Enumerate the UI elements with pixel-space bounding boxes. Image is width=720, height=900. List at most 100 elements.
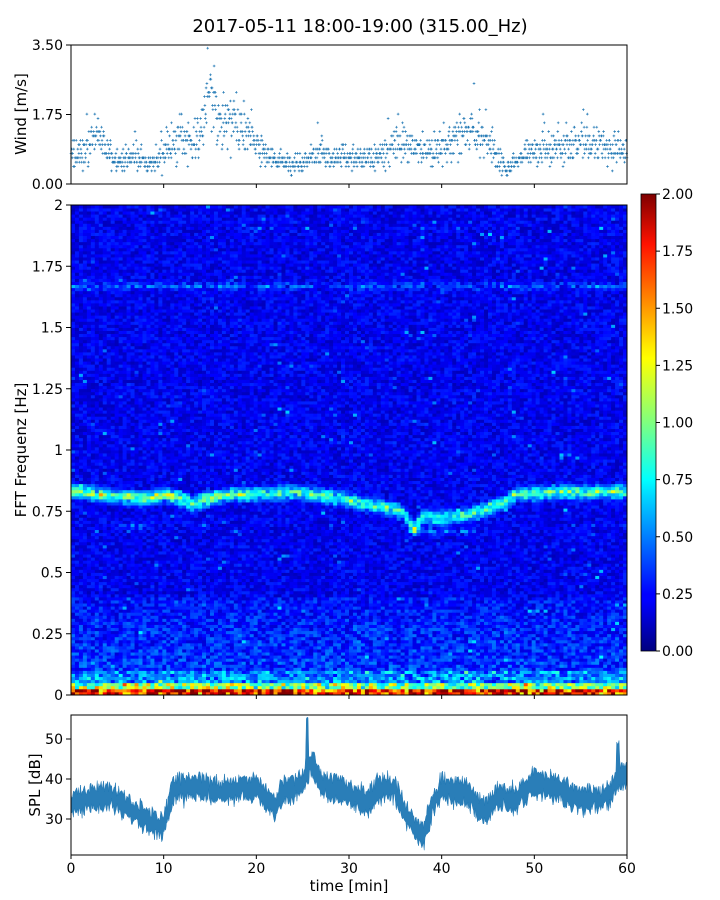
spectrogram-cell bbox=[146, 612, 150, 615]
spectrogram-cell bbox=[91, 674, 95, 677]
spectrogram-cell bbox=[119, 536, 123, 539]
spectrogram-cell bbox=[142, 340, 146, 343]
spectrogram-cell bbox=[119, 468, 123, 471]
spectrogram-cell bbox=[186, 367, 190, 370]
spectrogram-cell bbox=[99, 514, 103, 517]
spectrogram-cell bbox=[135, 588, 139, 591]
spectrogram-cell bbox=[154, 462, 158, 465]
spectrogram-cell bbox=[139, 214, 143, 217]
spectrogram-cell bbox=[107, 291, 111, 294]
spectrogram-cell bbox=[91, 514, 95, 517]
spectrogram-cell bbox=[142, 471, 146, 474]
spectrogram-cell bbox=[186, 282, 190, 285]
spectrogram-cell bbox=[142, 251, 146, 254]
spectrogram-cell bbox=[99, 337, 103, 340]
spectrogram-cell bbox=[127, 545, 131, 548]
spectrogram-cell bbox=[95, 300, 99, 303]
spectrogram-cell bbox=[79, 545, 83, 548]
spectrogram-cell bbox=[150, 282, 154, 285]
spectrogram-cell bbox=[95, 588, 99, 591]
spectrogram-cell bbox=[87, 560, 91, 563]
spectrogram-cell bbox=[158, 435, 162, 438]
spectrogram-cell bbox=[158, 468, 162, 471]
spectrogram-cell bbox=[123, 471, 127, 474]
spectrogram-cell bbox=[142, 591, 146, 594]
spectrogram-cell bbox=[142, 505, 146, 508]
spectrogram-cell bbox=[127, 459, 131, 462]
spectrogram-cell bbox=[174, 615, 178, 618]
spectrogram-cell bbox=[182, 612, 186, 615]
spectrogram-cell bbox=[166, 597, 170, 600]
spectrogram-cell bbox=[139, 487, 143, 490]
spectrogram-cell bbox=[139, 233, 143, 236]
spectrogram-cell bbox=[115, 683, 119, 686]
spectrogram-cell bbox=[95, 254, 99, 257]
spectrogram-cell bbox=[131, 312, 135, 315]
spectrogram-cell bbox=[178, 569, 182, 572]
spectrogram-cell bbox=[174, 380, 178, 383]
spectrogram-cell bbox=[139, 606, 143, 609]
spectrogram-cell bbox=[135, 416, 139, 419]
spectrogram-cell bbox=[87, 208, 91, 211]
spectrogram-cell bbox=[103, 321, 107, 324]
spectrogram-cell bbox=[111, 426, 115, 429]
spectrogram-cell bbox=[71, 539, 75, 542]
spectrogram-cell bbox=[131, 236, 135, 239]
spectrogram-cell bbox=[107, 524, 111, 527]
spectrogram-cell bbox=[95, 487, 99, 490]
spectrogram-cell bbox=[83, 514, 87, 517]
spectrogram-cell bbox=[123, 419, 127, 422]
spectrogram-cell bbox=[119, 251, 123, 254]
spectrogram-cell bbox=[91, 600, 95, 603]
spectrogram-cell bbox=[154, 591, 158, 594]
spectrogram-cell bbox=[150, 585, 154, 588]
spectrogram-cell bbox=[174, 481, 178, 484]
spectrogram-cell bbox=[131, 490, 135, 493]
spectrogram-cell bbox=[87, 612, 91, 615]
spectrogram-cell bbox=[71, 533, 75, 536]
spectrogram-cell bbox=[182, 591, 186, 594]
spectrogram-cell bbox=[75, 585, 79, 588]
spectrogram-cell bbox=[91, 343, 95, 346]
spectrogram-cell bbox=[146, 511, 150, 514]
spectrogram-cell bbox=[127, 637, 131, 640]
spectrogram-cell bbox=[119, 337, 123, 340]
spectrogram-cell bbox=[127, 334, 131, 337]
spectrogram-cell bbox=[135, 520, 139, 523]
spectrogram-cell bbox=[75, 628, 79, 631]
spectrogram-cell bbox=[154, 622, 158, 625]
spectrogram-cell bbox=[79, 527, 83, 530]
spectrogram-cell bbox=[111, 217, 115, 220]
spectrogram-cell bbox=[75, 386, 79, 389]
spectrogram-cell bbox=[146, 517, 150, 520]
spectrogram-cell bbox=[190, 416, 194, 419]
spectrogram-cell bbox=[170, 524, 174, 527]
spectrogram-cell bbox=[71, 392, 75, 395]
spectrogram-cell bbox=[182, 481, 186, 484]
spectrogram-cell bbox=[178, 251, 182, 254]
spectrogram-cell bbox=[186, 520, 190, 523]
spectrogram-cell bbox=[107, 588, 111, 591]
spectrogram-cell bbox=[115, 242, 119, 245]
spectrogram-cell bbox=[99, 468, 103, 471]
spectrogram-cell bbox=[99, 257, 103, 260]
spectrogram-cell bbox=[111, 373, 115, 376]
spectrogram-cell bbox=[154, 576, 158, 579]
spectrogram-cell bbox=[123, 340, 127, 343]
spectrogram-cell bbox=[83, 551, 87, 554]
spectrogram-cell bbox=[79, 303, 83, 306]
spectrogram-cell bbox=[174, 637, 178, 640]
spectrogram-cell bbox=[75, 352, 79, 355]
spectrogram-cell bbox=[111, 254, 115, 257]
spectrogram-cell bbox=[142, 266, 146, 269]
spectrogram-cell bbox=[103, 297, 107, 300]
spectrogram-cell bbox=[103, 395, 107, 398]
spectrogram-cell bbox=[139, 248, 143, 251]
spectrogram-cell bbox=[91, 664, 95, 667]
spectrogram-cell bbox=[127, 634, 131, 637]
spectrogram-cell bbox=[99, 618, 103, 621]
spectrogram-cell bbox=[131, 413, 135, 416]
spectrogram-cell bbox=[190, 517, 194, 520]
spectrogram-cell bbox=[182, 272, 186, 275]
spectrogram-cell bbox=[146, 603, 150, 606]
